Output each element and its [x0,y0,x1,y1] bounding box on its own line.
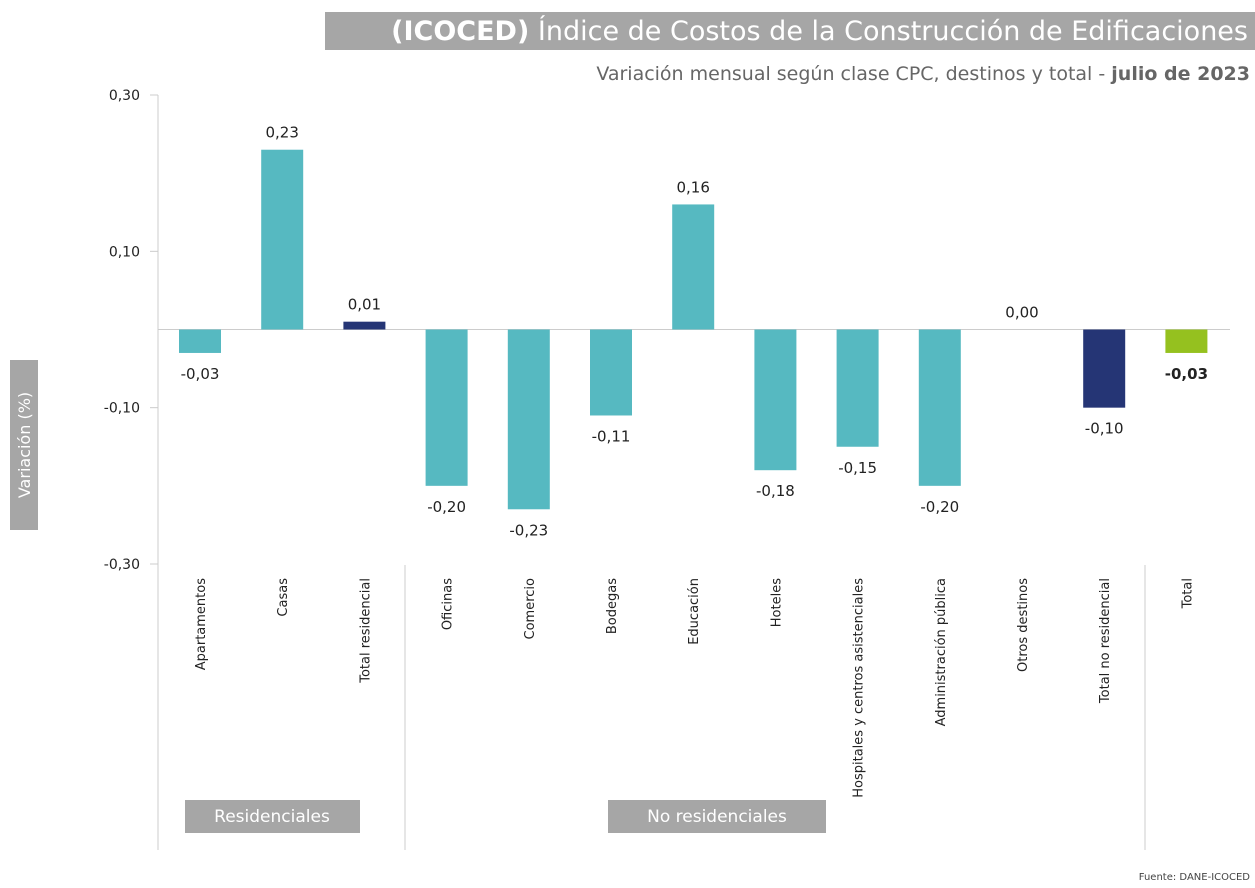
value-label: -0,03 [1165,365,1208,383]
y-tick-label: 0,30 [109,88,140,104]
bar [1083,329,1126,408]
bar [1165,329,1208,353]
x-tick-label: Total residencial [358,578,373,684]
value-label: -0,20 [427,498,466,516]
value-label: -0,18 [756,482,795,500]
bar [754,329,797,471]
title-bold: (ICOCED) [391,16,529,47]
bar [179,329,221,353]
value-label: 0,23 [265,124,298,142]
value-label: -0,10 [1085,420,1124,438]
x-tick-label: Hoteles [769,578,784,627]
x-tick-label: Otros destinos [1016,578,1031,672]
value-label: 0,00 [1005,304,1038,322]
x-tick-label: Total [1180,578,1195,609]
x-tick-label: Educación [687,578,702,645]
subtitle-text: Variación mensual según clase CPC, desti… [596,63,1105,85]
chart-title: (ICOCED) Índice de Costos de la Construc… [391,15,1248,47]
value-label: -0,11 [592,427,631,445]
x-tick-label: Oficinas [441,578,456,630]
bar [507,329,550,510]
bar [425,329,468,486]
x-tick-label: Administración pública [934,578,949,726]
group-box [185,800,360,833]
value-label: 0,16 [676,178,709,196]
ylabel-box [10,360,38,530]
y-axis-label: Variación (%) [15,392,34,498]
title-box [325,12,1255,50]
subtitle: Variación mensual según clase CPC, desti… [596,63,1250,85]
value-label: -0,15 [838,459,877,477]
bar [590,329,632,416]
source: Fuente: DANE-ICOCED [1139,872,1251,883]
y-tick-label: -0,10 [104,401,140,417]
bar [836,329,879,447]
value-label: -0,03 [181,365,220,383]
x-tick-label: Total no residencial [1098,578,1113,704]
value-label: 0,01 [348,296,381,314]
x-tick-label: Casas [276,578,291,617]
bar [343,321,386,330]
x-tick-label: Bodegas [605,578,620,634]
value-label: -0,20 [920,498,959,516]
title-text: Índice de Costos de la Construcción de E… [538,15,1248,47]
bar [261,149,304,330]
y-tick-label: -0,30 [104,557,140,573]
x-tick-label: Hospitales y centros asistenciales [852,578,867,798]
bar [918,329,961,486]
group-label: Residenciales [214,807,330,827]
value-label: -0,23 [509,521,548,539]
x-tick-label: Comercio [523,578,538,640]
subtitle-bold: julio de 2023 [1110,63,1250,85]
bar [672,204,715,330]
y-tick-label: 0,10 [109,244,140,260]
group-label: No residenciales [647,807,787,827]
x-tick-label: Apartamentos [194,578,209,670]
group-box [608,800,826,833]
